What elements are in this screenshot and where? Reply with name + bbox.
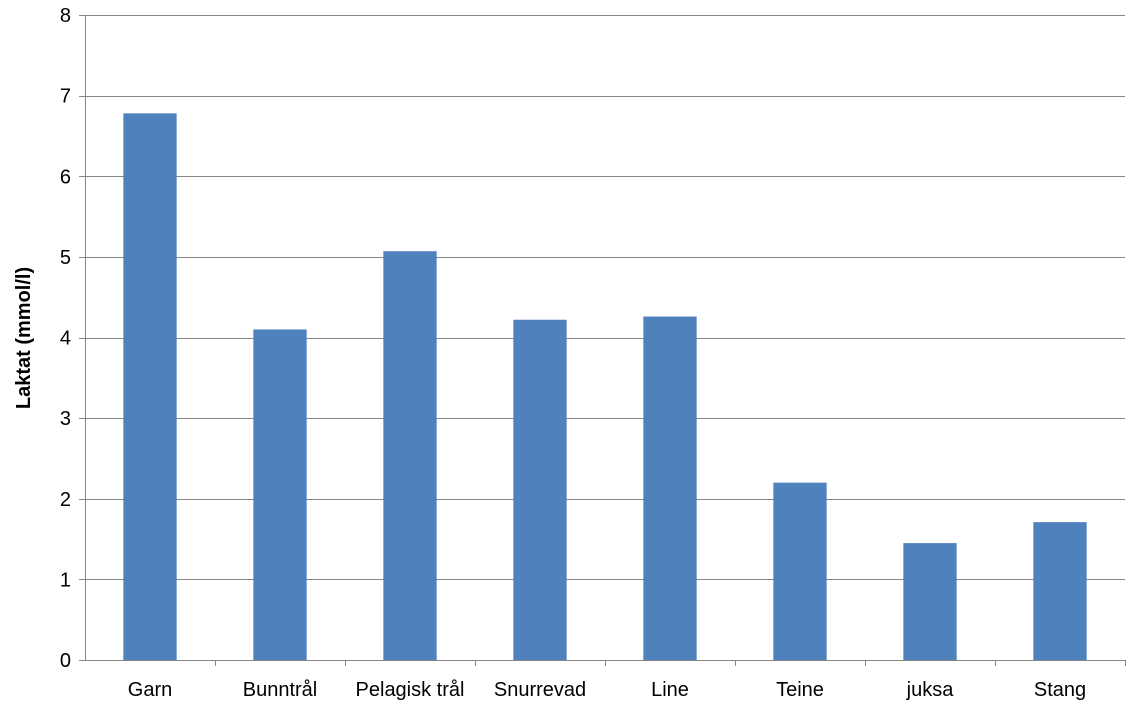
- x-tick-label: Line: [651, 679, 689, 701]
- y-tick-label: 3: [60, 408, 71, 430]
- bars: [123, 113, 1087, 661]
- y-tick-label: 4: [60, 328, 71, 350]
- x-tick-labels: Garn Bunntrål Pelagisk trål Snurrevad Line Te…: [128, 679, 1086, 701]
- x-tick-label: Snurrevad: [494, 679, 586, 701]
- x-tick-label: Bunntrål: [243, 679, 318, 701]
- bar-juksa: [903, 543, 957, 660]
- y-tick-labels: 0 1 2 3 4 5 6 7 8: [60, 5, 71, 672]
- gridlines: [85, 15, 1125, 580]
- y-axis-title: Laktat (mmol/l): [13, 267, 35, 409]
- bar-bunntrål: [253, 329, 307, 660]
- x-tick-label: Garn: [128, 679, 172, 701]
- y-tick-label: 2: [60, 489, 71, 511]
- bar-teine: [773, 482, 827, 660]
- y-tick-label: 6: [60, 166, 71, 188]
- y-tick-label: 5: [60, 247, 71, 269]
- y-tick-label: 8: [60, 5, 71, 27]
- bar-pelagisk-trål: [383, 251, 437, 660]
- bar-line: [643, 316, 697, 660]
- x-tick-label: Teine: [776, 679, 824, 701]
- x-tick-label: juksa: [906, 679, 955, 701]
- axes: [79, 15, 1126, 666]
- x-tick-label: Stang: [1034, 679, 1086, 701]
- bar-garn: [123, 113, 177, 661]
- x-tick-label: Pelagisk trål: [356, 679, 465, 701]
- y-tick-label: 7: [60, 86, 71, 108]
- y-tick-label: 0: [60, 650, 71, 672]
- y-tick-label: 1: [60, 569, 71, 591]
- bar-snurrevad: [513, 319, 567, 660]
- bar-stang: [1033, 522, 1087, 660]
